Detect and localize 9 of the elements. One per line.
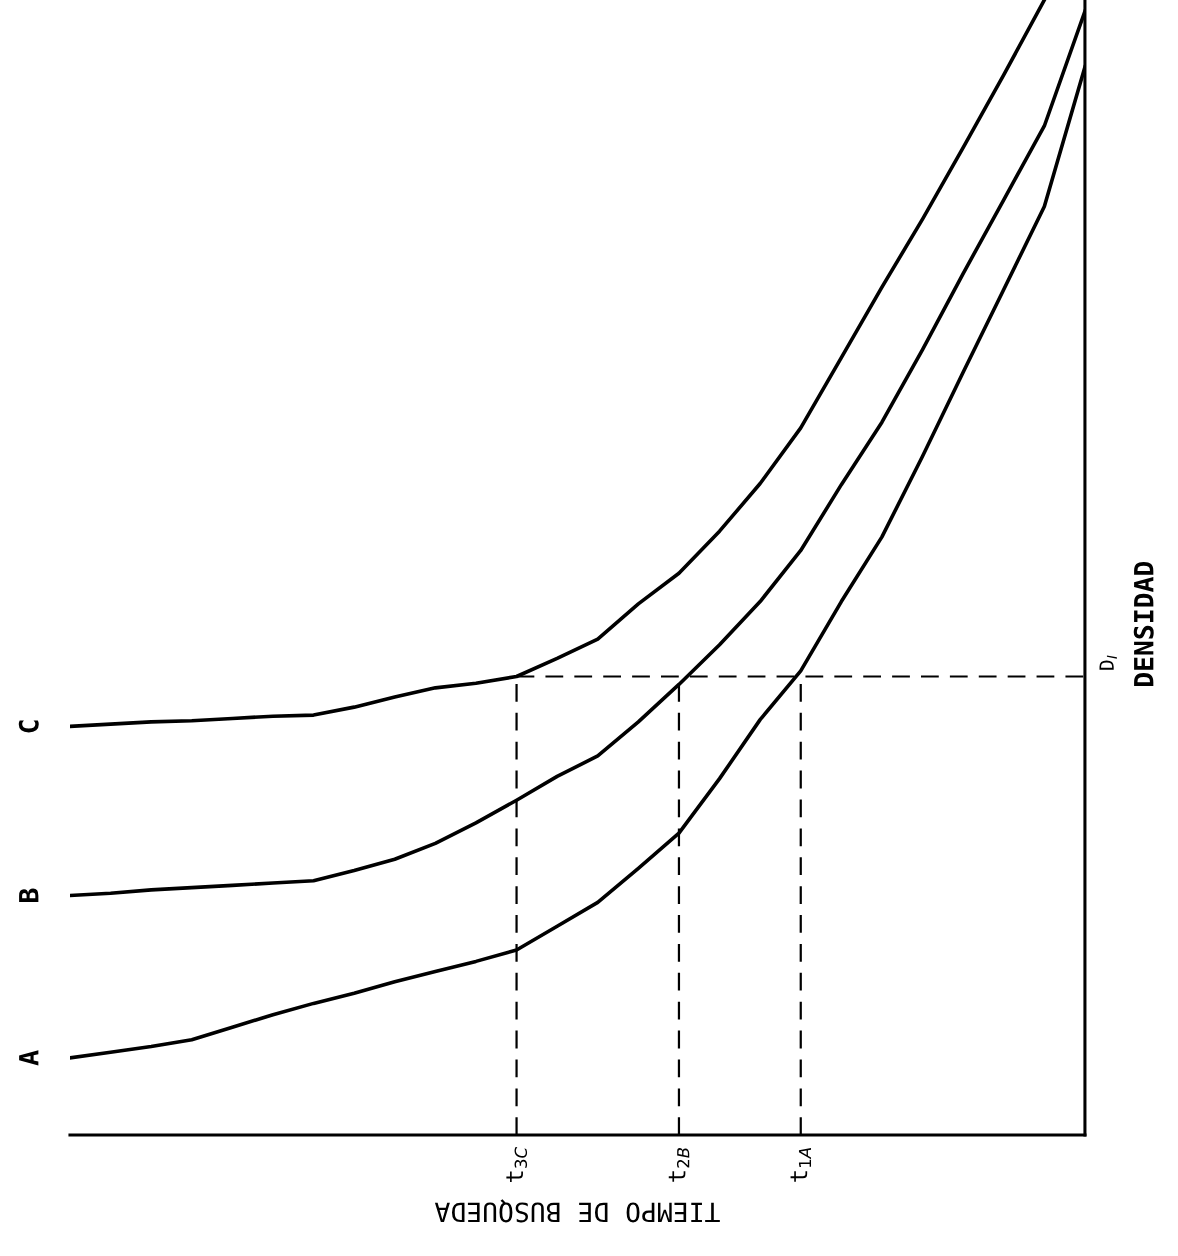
text: C (18, 720, 39, 733)
x-axis-title: TIEMPO DE BUSQUEDA (434, 1199, 720, 1223)
x-tick-label: t$_{1A}$ (790, 1148, 812, 1182)
x-tick-label: t$_{3C}$ (506, 1147, 528, 1182)
text: B (19, 888, 39, 902)
y-axis-title: DENSIDAD (1133, 561, 1154, 687)
x-tick-label: t$_{2B}$ (668, 1147, 690, 1182)
ref-line-label: D$_{I}$ (1099, 655, 1117, 670)
text: A (19, 1050, 39, 1066)
